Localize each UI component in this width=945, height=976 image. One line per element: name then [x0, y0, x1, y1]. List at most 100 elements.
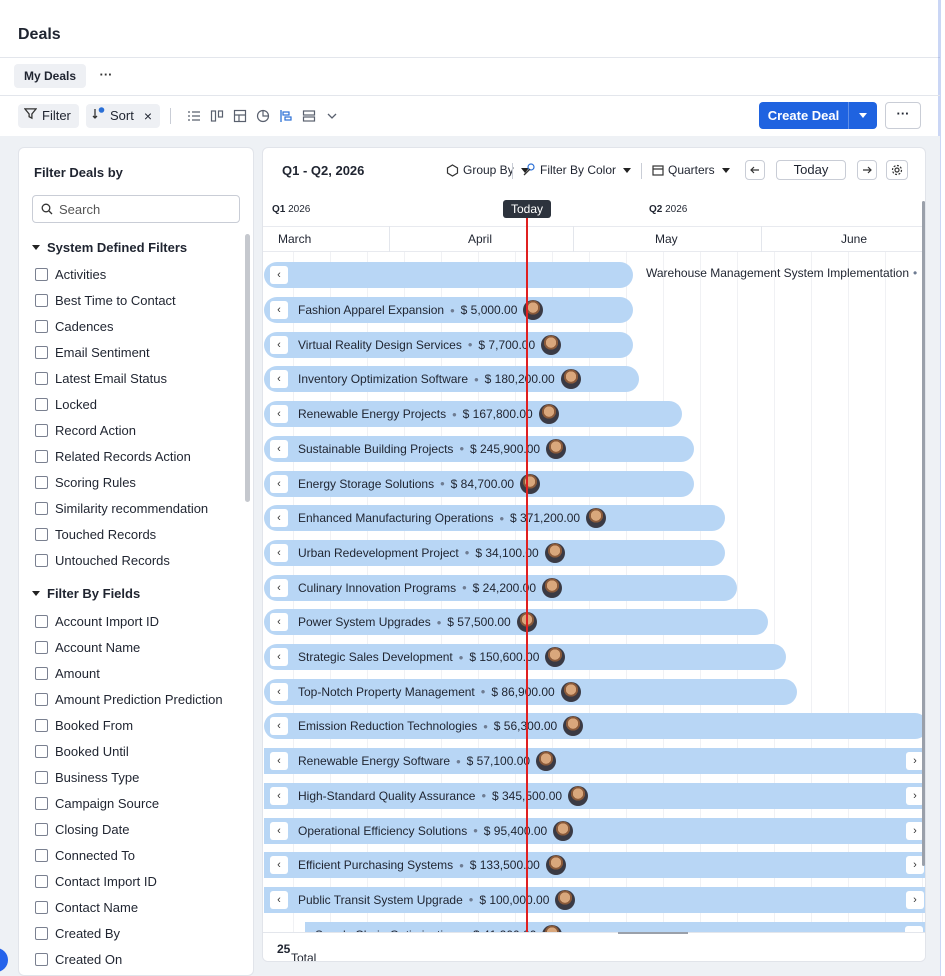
chevron-left-icon[interactable]: ‹ — [270, 752, 288, 771]
help-widget[interactable] — [0, 948, 8, 972]
checkbox[interactable] — [35, 476, 48, 489]
deal-bar[interactable]: ‹ Emission Reduction Technologies • $ 56,30… — [264, 713, 925, 740]
checkbox[interactable] — [35, 346, 48, 359]
filter-option[interactable]: Contact Import ID — [35, 874, 157, 889]
sidebar-scrollbar[interactable] — [245, 234, 250, 502]
avatar[interactable] — [568, 785, 589, 806]
chevron-left-icon[interactable]: ‹ — [270, 717, 288, 736]
filter-option[interactable]: Untouched Records — [35, 553, 170, 568]
deal-bar[interactable]: ‹ Enhanced Manufacturing Operations • $ 371… — [264, 505, 725, 532]
create-deal-dropdown[interactable] — [848, 102, 877, 129]
deal-bar[interactable]: ‹ Top-Notch Property Management • $ 86,900.… — [264, 678, 797, 705]
views-more-button[interactable]: ··· — [99, 67, 113, 82]
chevron-left-icon[interactable]: ‹ — [270, 682, 288, 701]
checkbox[interactable] — [35, 901, 48, 914]
previous-period-button[interactable] — [745, 160, 765, 180]
checkbox[interactable] — [35, 641, 48, 654]
checkbox[interactable] — [35, 450, 48, 463]
deal-bar[interactable]: ‹ Sustainable Building Projects • $ 245,900… — [264, 435, 694, 462]
chevron-left-icon[interactable]: ‹ — [270, 578, 288, 597]
chevron-right-icon[interactable]: › — [906, 752, 924, 771]
checkbox[interactable] — [35, 424, 48, 437]
avatar[interactable] — [563, 716, 584, 737]
checkbox[interactable] — [35, 502, 48, 515]
avatar[interactable] — [560, 681, 581, 702]
timeline-view-icon[interactable] — [276, 106, 296, 126]
chevron-left-icon[interactable]: ‹ — [270, 890, 288, 909]
deal-bar[interactable]: ‹ Public Transit System Upgrade • $ 100,000… — [264, 886, 925, 913]
filter-option[interactable]: Related Records Action — [35, 449, 191, 464]
filter-option[interactable]: Booked Until — [35, 744, 129, 759]
filter-option[interactable]: Record Action — [35, 423, 136, 438]
system-filters-section[interactable]: System Defined Filters — [32, 240, 187, 255]
chevron-left-icon[interactable]: ‹ — [270, 474, 288, 493]
avatar[interactable] — [520, 473, 541, 494]
filter-option[interactable]: Best Time to Contact — [35, 293, 176, 308]
chevron-left-icon[interactable]: ‹ — [270, 509, 288, 528]
deal-bar[interactable]: ‹ Renewable Energy Software • $ 57,100.00 › — [264, 748, 925, 775]
avatar[interactable] — [546, 438, 567, 459]
chevron-left-icon[interactable]: ‹ — [270, 439, 288, 458]
filter-option[interactable]: Similarity recommendation — [35, 501, 208, 516]
checkbox[interactable] — [35, 268, 48, 281]
create-deal-button[interactable]: Create Deal — [759, 102, 877, 129]
filter-option[interactable]: Amount Prediction Prediction — [35, 692, 223, 707]
avatar[interactable] — [536, 751, 557, 772]
checkbox[interactable] — [35, 771, 48, 784]
timeline-vertical-scrollbar[interactable] — [922, 201, 925, 866]
checkbox[interactable] — [35, 823, 48, 836]
filter-option[interactable]: Closing Date — [35, 822, 129, 837]
table-view-icon[interactable] — [230, 106, 250, 126]
filter-option[interactable]: Email Sentiment — [35, 345, 150, 360]
filter-option[interactable]: Account Name — [35, 640, 140, 655]
filter-option[interactable]: Campaign Source — [35, 796, 159, 811]
more-actions-button[interactable]: ··· — [885, 102, 921, 129]
filter-option[interactable]: Activities — [35, 267, 106, 282]
chevron-left-icon[interactable]: ‹ — [270, 405, 288, 424]
checkbox[interactable] — [35, 398, 48, 411]
filter-option[interactable]: Touched Records — [35, 527, 156, 542]
today-button[interactable]: Today — [776, 160, 846, 180]
chart-view-icon[interactable] — [253, 106, 273, 126]
chevron-left-icon[interactable]: ‹ — [270, 370, 288, 389]
chevron-right-icon[interactable]: › — [906, 786, 924, 805]
deal-bar[interactable]: ‹ Fashion Apparel Expansion • $ 5,000.00 — [264, 297, 633, 323]
filter-option[interactable]: Amount — [35, 666, 100, 681]
deal-bar[interactable]: ‹ Inventory Optimization Software • $ 180,2… — [264, 366, 639, 393]
chevron-left-icon[interactable]: ‹ — [270, 821, 288, 840]
deal-bar[interactable]: ‹ Urban Redevelopment Project • $ 34,100.00 — [264, 539, 725, 566]
checkbox[interactable] — [35, 745, 48, 758]
filter-option[interactable]: Contact Name — [35, 900, 138, 915]
filter-by-color-dropdown[interactable]: Filter By Color — [522, 163, 632, 177]
avatar[interactable] — [560, 369, 581, 390]
timeline-settings-button[interactable] — [886, 160, 908, 180]
avatar[interactable] — [538, 404, 559, 425]
group-by-dropdown[interactable]: Group By — [446, 163, 529, 177]
checkbox[interactable] — [35, 294, 48, 307]
list-view-icon[interactable] — [184, 106, 204, 126]
search-input[interactable]: Search — [32, 195, 240, 223]
checkbox[interactable] — [35, 849, 48, 862]
chevron-right-icon[interactable]: › — [906, 890, 924, 909]
chevron-down-icon[interactable] — [322, 106, 342, 126]
chevron-left-icon[interactable]: ‹ — [270, 266, 288, 284]
filter-button[interactable]: Filter — [18, 104, 79, 128]
tab-my-deals[interactable]: My Deals — [14, 64, 87, 88]
avatar[interactable] — [523, 300, 544, 320]
avatar[interactable] — [545, 855, 566, 876]
filter-option[interactable]: Scoring Rules — [35, 475, 136, 490]
checkbox[interactable] — [35, 719, 48, 732]
chevron-left-icon[interactable]: ‹ — [270, 786, 288, 805]
deal-bar[interactable]: ‹ Operational Efficiency Solutions • $ 95,4… — [264, 817, 925, 844]
avatar[interactable] — [553, 820, 574, 841]
field-filters-section[interactable]: Filter By Fields — [32, 586, 140, 601]
chevron-right-icon[interactable]: › — [906, 856, 924, 875]
filter-option[interactable]: Created On — [35, 952, 122, 967]
split-view-icon[interactable] — [299, 106, 319, 126]
filter-option[interactable]: Business Type — [35, 770, 139, 785]
chevron-left-icon[interactable]: ‹ — [270, 856, 288, 875]
avatar[interactable] — [541, 334, 562, 355]
deal-bar[interactable]: ‹ Efficient Purchasing Systems • $ 133,500.… — [264, 852, 925, 879]
deal-bar[interactable]: ‹ Strategic Sales Development • $ 150,600.0… — [264, 644, 786, 670]
checkbox[interactable] — [35, 667, 48, 680]
